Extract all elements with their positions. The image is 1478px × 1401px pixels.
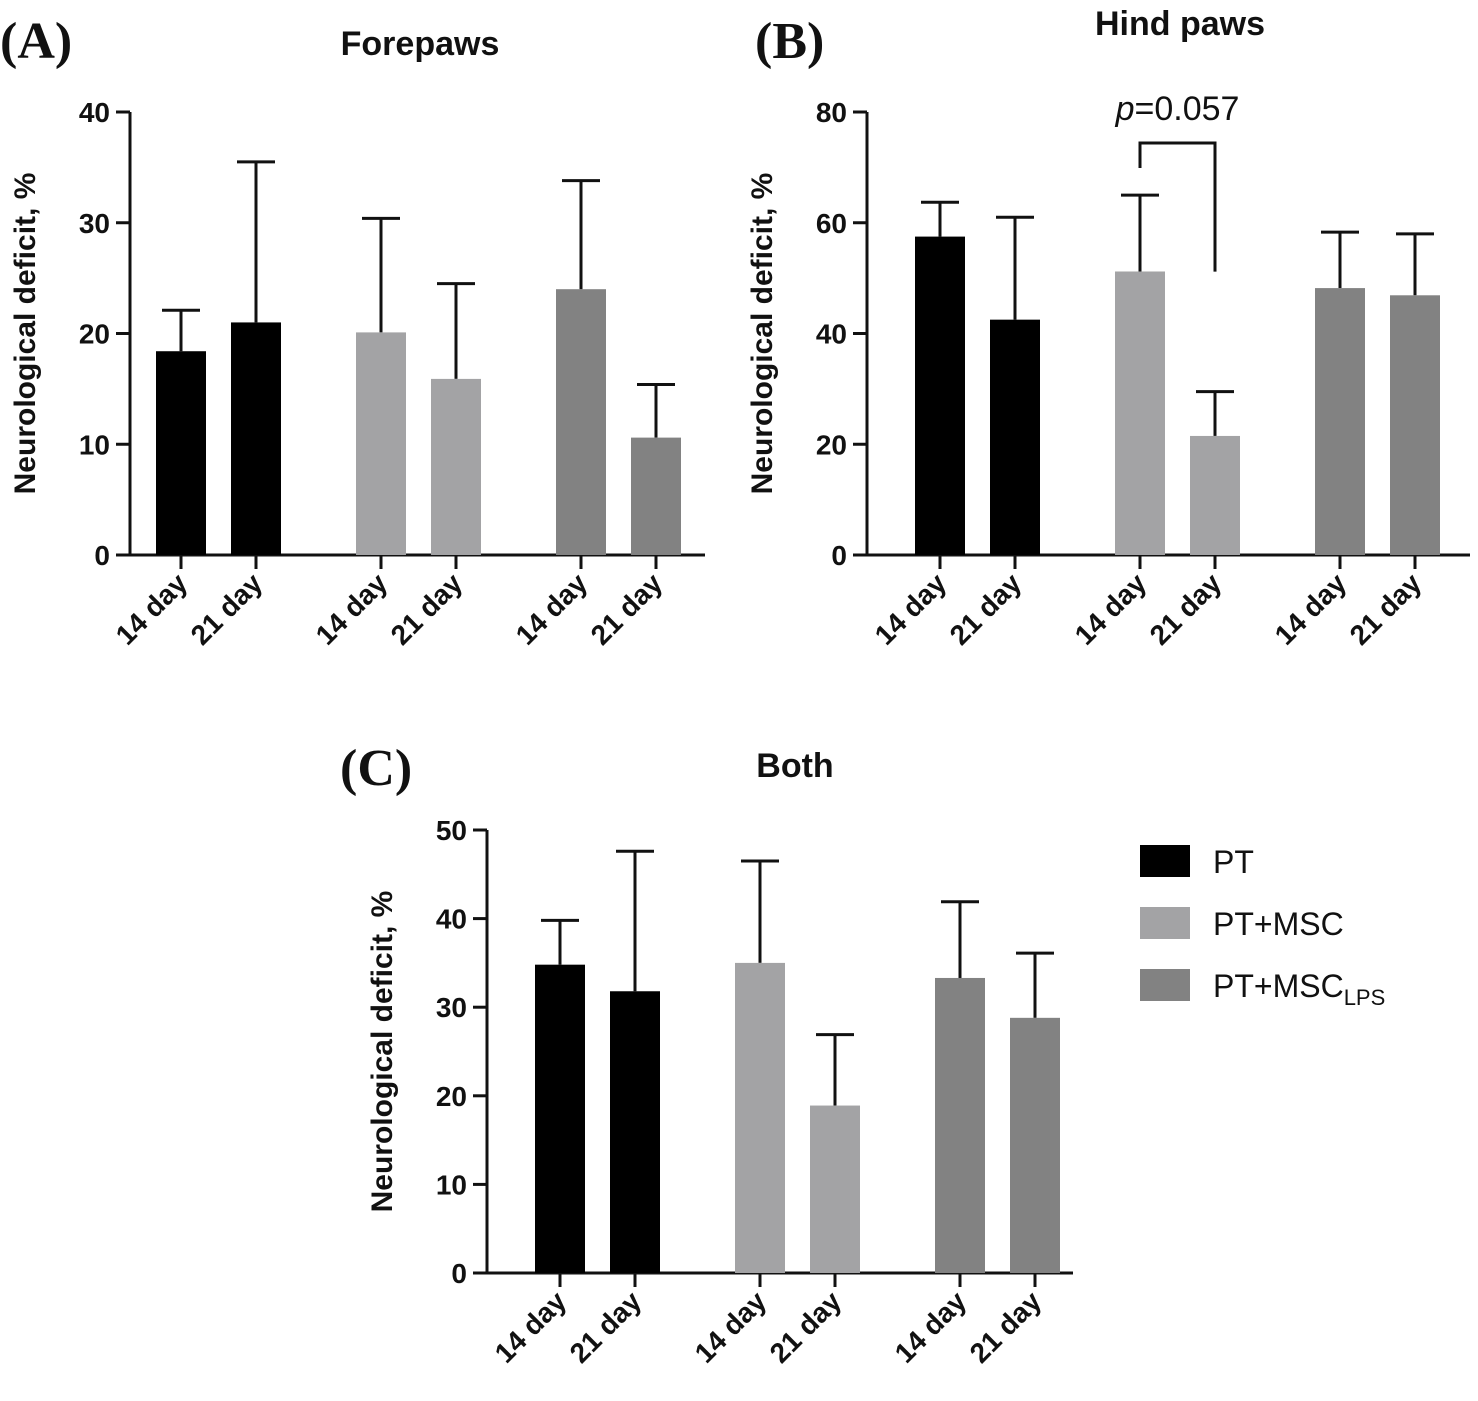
x-tick-label: 21 day	[764, 1285, 848, 1369]
y-tick-label: 20	[79, 319, 110, 350]
legend-name: PT	[1213, 844, 1254, 880]
legend-label: PT+MSC	[1213, 906, 1344, 942]
bar	[1010, 1017, 1060, 1273]
bar	[915, 236, 965, 555]
bar	[535, 964, 585, 1273]
bar	[231, 322, 281, 555]
y-tick-label: 20	[436, 1081, 467, 1112]
panel-label: (A)	[0, 13, 72, 70]
legend-swatch	[1140, 907, 1190, 939]
bar	[1315, 288, 1365, 555]
annotation: p=0.057	[1115, 90, 1240, 128]
y-tick-label: 20	[816, 429, 847, 460]
panel-label: (C)	[340, 740, 412, 797]
bar	[356, 332, 406, 555]
x-tick-label: 21 day	[1144, 567, 1228, 651]
x-tick-label: 14 day	[889, 1285, 973, 1369]
x-tick-label: 21 day	[185, 567, 269, 651]
bar	[810, 1105, 860, 1273]
legend-label: PT	[1213, 844, 1254, 880]
x-tick-label: 21 day	[944, 567, 1028, 651]
y-tick-label: 40	[816, 319, 847, 350]
x-tick-label: 21 day	[964, 1285, 1048, 1369]
x-tick-label: 21 day	[585, 567, 669, 651]
x-tick-label: 14 day	[310, 567, 394, 651]
y-axis-label: Neurological deficit, %	[366, 891, 399, 1213]
legend-name: PT+MSC	[1213, 906, 1344, 942]
y-tick-label: 30	[436, 992, 467, 1023]
y-tick-label: 50	[436, 815, 467, 846]
y-axis-label: Neurological deficit, %	[746, 173, 779, 495]
x-tick-label: 14 day	[489, 1285, 573, 1369]
bar	[990, 319, 1040, 555]
bar	[156, 351, 206, 555]
panel-label: (B)	[755, 13, 824, 70]
y-tick-label: 80	[816, 97, 847, 128]
bar	[1190, 435, 1240, 555]
annotation-text: =0.057	[1134, 90, 1239, 128]
significance-bracket	[1138, 141, 1217, 272]
y-tick-label: 0	[831, 540, 847, 571]
bar	[631, 437, 681, 555]
bar	[1390, 295, 1440, 555]
chart-title: Forepaws	[341, 25, 500, 63]
y-tick-label: 10	[79, 429, 110, 460]
bar	[735, 962, 785, 1273]
y-tick-label: 0	[94, 540, 110, 571]
y-axis-label: Neurological deficit, %	[9, 173, 42, 495]
legend-swatch	[1140, 969, 1190, 1001]
bar	[610, 991, 660, 1273]
y-tick-label: 10	[436, 1169, 467, 1200]
legend-label: PT+MSCLPS	[1213, 968, 1385, 1010]
y-tick-label: 40	[436, 904, 467, 935]
chart-title: Hind paws	[1095, 5, 1265, 43]
x-tick-label: 14 day	[689, 1285, 773, 1369]
x-tick-label: 14 day	[1069, 567, 1153, 651]
x-tick-label: 21 day	[385, 567, 469, 651]
chart-title: Both	[756, 747, 833, 785]
bar	[935, 977, 985, 1273]
y-tick-label: 60	[816, 208, 847, 239]
x-tick-label: 21 day	[1344, 567, 1428, 651]
x-tick-label: 14 day	[510, 567, 594, 651]
y-tick-label: 40	[79, 97, 110, 128]
annotation-italic: p	[1115, 90, 1135, 128]
x-tick-label: 21 day	[564, 1285, 648, 1369]
y-tick-label: 30	[79, 208, 110, 239]
legend-swatch	[1140, 845, 1190, 877]
legend-name: PT+MSC	[1213, 968, 1344, 1004]
legend-subscript: LPS	[1344, 985, 1386, 1010]
bar	[431, 378, 481, 555]
x-tick-label: 14 day	[869, 567, 953, 651]
y-tick-label: 0	[451, 1258, 467, 1289]
x-tick-label: 14 day	[1269, 567, 1353, 651]
bar	[556, 289, 606, 555]
x-tick-label: 14 day	[110, 567, 194, 651]
bar	[1115, 271, 1165, 555]
